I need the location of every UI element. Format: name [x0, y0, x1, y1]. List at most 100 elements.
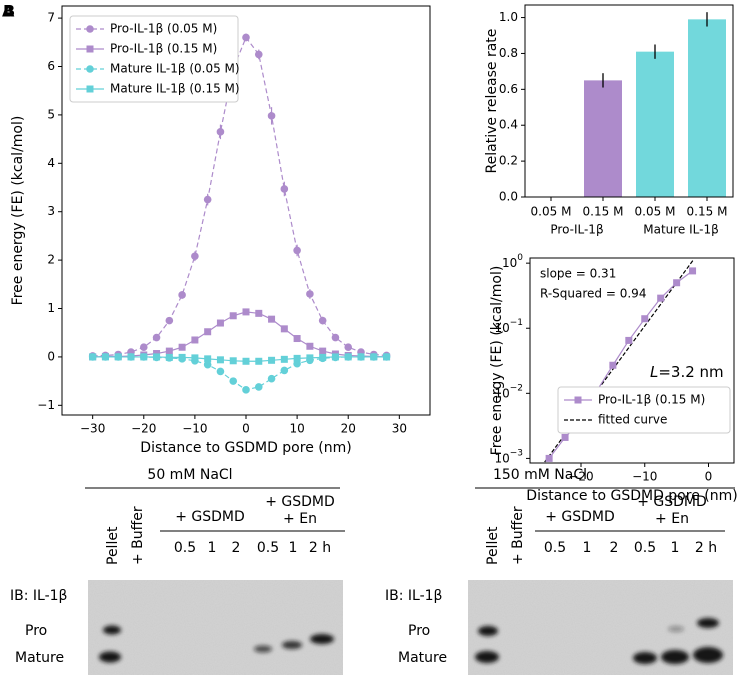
- marker: [101, 353, 109, 361]
- marker: [216, 319, 224, 327]
- annotation-text: =3.2 nm: [658, 363, 723, 381]
- axes-frame: [61, 5, 431, 416]
- y-tick-label: 3: [47, 204, 55, 218]
- y-tick-label-base: 10: [494, 386, 509, 400]
- marker: [165, 316, 174, 325]
- marker: [280, 325, 288, 333]
- band: [661, 650, 689, 664]
- x-tick-label: −30: [80, 422, 105, 436]
- y-tick-label: 5: [47, 107, 55, 121]
- y-axis-label: Free energy (FE) (kcal/mol): [10, 116, 26, 306]
- y-tick-label: 10−1: [494, 318, 523, 335]
- lane-label: + GSDMD: [545, 509, 615, 525]
- marker: [254, 50, 263, 59]
- legend-label: Pro-IL-1β (0.15 M): [598, 393, 705, 407]
- marker: [641, 315, 649, 323]
- bar: [584, 80, 622, 197]
- row-label: Mature: [398, 650, 447, 666]
- marker: [344, 343, 353, 352]
- legend-box: [557, 386, 731, 434]
- x-axis-label: Distance to GSDMD pore (nm): [526, 488, 737, 504]
- y-tick-label: 0.4: [499, 118, 518, 132]
- band: [478, 626, 498, 636]
- axes-frame: [524, 4, 734, 198]
- marker: [191, 354, 199, 362]
- marker: [280, 355, 288, 363]
- marker: [625, 336, 633, 344]
- marker: [229, 377, 238, 385]
- marker: [216, 367, 225, 376]
- band: [103, 625, 121, 635]
- marker: [152, 333, 161, 342]
- marker: [242, 308, 250, 316]
- lane-label: + GSDMD: [175, 509, 245, 525]
- band: [310, 634, 334, 644]
- x-tick-label: 0.05 M: [635, 205, 676, 219]
- y-tick-label: 10−3: [494, 448, 523, 465]
- marker: [229, 312, 237, 320]
- band: [99, 651, 121, 663]
- legend-label: Pro-IL-1β (0.15 M): [110, 42, 217, 56]
- y-tick-label-base: 10: [494, 451, 509, 465]
- y-tick-label: 0.0: [499, 190, 518, 204]
- annotation: slope = 0.31: [540, 267, 616, 281]
- marker: [545, 454, 553, 462]
- marker: [383, 353, 391, 361]
- lane-label: + GSDMD: [265, 494, 335, 510]
- marker: [293, 246, 301, 255]
- y-tick-label-exponent: −1: [510, 318, 523, 328]
- marker: [306, 290, 314, 298]
- marker: [86, 85, 94, 93]
- time-label: 2 h: [309, 540, 331, 556]
- marker: [561, 433, 569, 441]
- lane-label: + En: [655, 511, 689, 527]
- marker: [609, 361, 617, 369]
- marker: [204, 355, 212, 363]
- row-label: Pro: [408, 623, 430, 639]
- y-tick-label: −1: [37, 398, 55, 412]
- marker: [280, 366, 289, 375]
- marker: [229, 357, 237, 365]
- y-tick-label: 0.8: [499, 46, 518, 60]
- lane-label: Pellet: [485, 526, 501, 565]
- x-tick-label: 10: [289, 422, 304, 436]
- x-tick-label: 0: [242, 422, 250, 436]
- marker: [127, 353, 135, 361]
- time-label: 0.5: [174, 540, 196, 556]
- marker: [306, 342, 314, 350]
- band: [697, 618, 719, 628]
- panel-label: A: [2, 2, 15, 21]
- marker: [178, 343, 186, 351]
- time-label: 1: [671, 540, 680, 556]
- marker: [178, 353, 186, 361]
- time-label: 2: [232, 540, 241, 556]
- axes-frame: [529, 257, 735, 464]
- lane-label: + GSDMD: [637, 494, 707, 510]
- marker: [280, 185, 289, 193]
- marker: [139, 343, 148, 352]
- x-tick-label: −20: [568, 470, 593, 484]
- y-tick-label: 1: [47, 301, 55, 315]
- y-tick-label: 0.2: [499, 154, 518, 168]
- band: [475, 651, 499, 663]
- marker: [216, 356, 224, 364]
- y-tick-label: 1.0: [499, 10, 518, 24]
- marker: [204, 328, 212, 336]
- x-tick-label: 30: [392, 422, 407, 436]
- x-tick-label: 0: [705, 470, 713, 484]
- y-tick-label-exponent: −2: [510, 383, 523, 393]
- time-label: 1: [289, 540, 298, 556]
- band: [633, 652, 657, 664]
- y-tick-label: 100: [502, 253, 523, 270]
- legend-box: [69, 15, 239, 103]
- marker: [344, 353, 352, 361]
- marker: [191, 336, 199, 344]
- band: [282, 641, 302, 649]
- annotation-symbol: L: [650, 363, 658, 381]
- marker: [319, 347, 327, 355]
- y-tick-label-base: 10: [494, 321, 509, 335]
- legend-label: fitted curve: [598, 413, 667, 427]
- x-tick-label: 0.15 M: [583, 205, 624, 219]
- group-label: Mature IL-1β: [643, 223, 719, 237]
- blot-grain: [468, 580, 733, 675]
